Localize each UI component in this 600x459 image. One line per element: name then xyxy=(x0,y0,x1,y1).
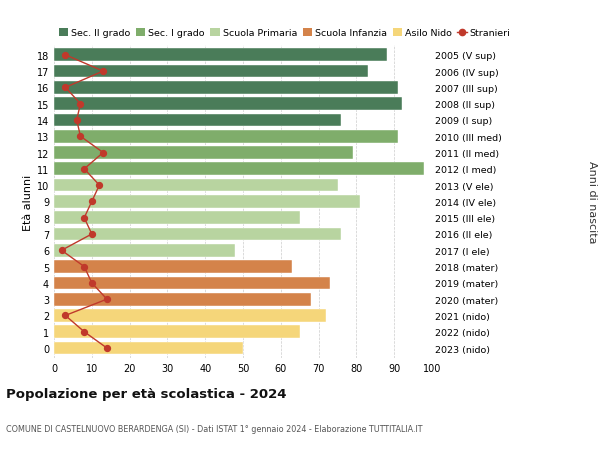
Bar xyxy=(54,147,353,160)
Bar xyxy=(54,212,300,224)
Legend: Sec. II grado, Sec. I grado, Scuola Primaria, Scuola Infanzia, Asilo Nido, Stran: Sec. II grado, Sec. I grado, Scuola Prim… xyxy=(59,29,511,38)
Bar xyxy=(54,244,235,257)
Point xyxy=(76,133,85,140)
Point xyxy=(79,263,89,271)
Point xyxy=(76,101,85,108)
Point xyxy=(57,247,67,254)
Point xyxy=(61,84,70,92)
Point xyxy=(79,214,89,222)
Point xyxy=(102,296,112,303)
Point xyxy=(98,68,108,76)
Bar xyxy=(54,114,341,127)
Point xyxy=(95,182,104,190)
Bar xyxy=(54,49,386,62)
Point xyxy=(72,117,82,124)
Point xyxy=(87,280,97,287)
Point xyxy=(87,231,97,238)
Point xyxy=(79,166,89,173)
Bar xyxy=(54,293,311,306)
Bar xyxy=(54,98,402,111)
Point xyxy=(61,312,70,319)
Bar xyxy=(54,342,243,355)
Y-axis label: Età alunni: Età alunni xyxy=(23,174,32,230)
Bar xyxy=(54,163,424,176)
Bar xyxy=(54,261,292,273)
Bar xyxy=(54,196,360,208)
Point xyxy=(98,150,108,157)
Bar xyxy=(54,277,330,290)
Point xyxy=(87,198,97,206)
Text: COMUNE DI CASTELNUOVO BERARDENGA (SI) - Dati ISTAT 1° gennaio 2024 - Elaborazion: COMUNE DI CASTELNUOVO BERARDENGA (SI) - … xyxy=(6,425,422,433)
Point xyxy=(79,328,89,336)
Bar xyxy=(54,326,300,338)
Bar xyxy=(54,82,398,95)
Bar xyxy=(54,66,368,78)
Bar xyxy=(54,179,337,192)
Text: Popolazione per età scolastica - 2024: Popolazione per età scolastica - 2024 xyxy=(6,387,287,400)
Bar xyxy=(54,228,341,241)
Bar xyxy=(54,131,398,143)
Text: Anni di nascita: Anni di nascita xyxy=(587,161,597,243)
Point xyxy=(102,345,112,352)
Bar xyxy=(54,309,326,322)
Point xyxy=(61,52,70,59)
